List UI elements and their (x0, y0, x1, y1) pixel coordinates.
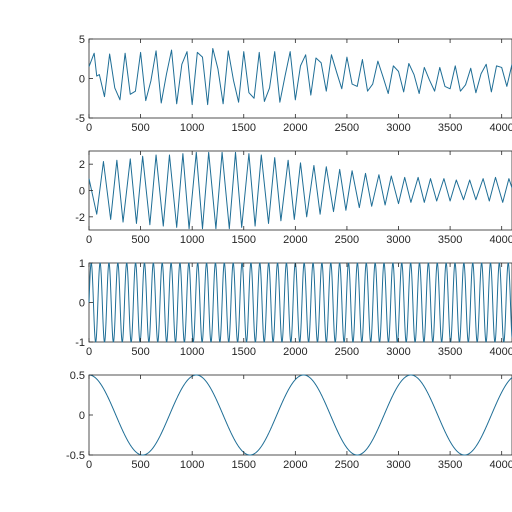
x-tick-label: 2000 (283, 122, 307, 134)
y-tick-label: 5 (79, 34, 85, 46)
x-tick-label: 500 (131, 459, 149, 471)
x-tick-label: 3500 (438, 234, 462, 246)
y-tick-label: 0 (79, 74, 85, 86)
x-tick-label: 500 (131, 122, 149, 134)
x-tick-label: 2000 (283, 234, 307, 246)
x-tick-label: 2000 (283, 459, 307, 471)
x-tick-label: 3000 (386, 122, 410, 134)
x-tick-label: 500 (131, 234, 149, 246)
x-tick-label: 1500 (232, 122, 256, 134)
x-tick-label: 2500 (335, 122, 359, 134)
x-tick-label: 4000 (489, 122, 512, 134)
y-tick-label: 0.5 (70, 370, 85, 382)
series-line (88, 151, 512, 230)
x-tick-label: 0 (86, 122, 92, 134)
x-tick-label: 3000 (386, 234, 410, 246)
y-tick-label: 1 (79, 258, 85, 270)
x-tick-label: 1500 (232, 346, 256, 358)
x-tick-label: 3000 (386, 346, 410, 358)
x-tick-label: 3500 (438, 122, 462, 134)
x-tick-label: 0 (86, 234, 92, 246)
x-tick-label: 0 (86, 346, 92, 358)
y-tick-label: 0 (79, 410, 85, 422)
axes-frame (88, 374, 512, 456)
y-tick-label: -1 (75, 337, 85, 349)
x-tick-label: 1000 (180, 459, 204, 471)
y-tick-label: 0 (79, 298, 85, 310)
x-tick-label: 4000 (489, 459, 512, 471)
x-tick-label: 3500 (438, 459, 462, 471)
x-tick-label: 3500 (438, 346, 462, 358)
x-tick-label: 1500 (232, 234, 256, 246)
y-tick-label: 0 (79, 186, 85, 198)
series-line (88, 47, 512, 106)
x-tick-label: 2500 (335, 234, 359, 246)
x-tick-label: 3000 (386, 459, 410, 471)
x-tick-label: 0 (86, 459, 92, 471)
y-tick-label: 2 (79, 159, 85, 171)
y-tick-label: -5 (75, 113, 85, 125)
x-tick-label: 2500 (335, 346, 359, 358)
x-tick-label: 4000 (489, 346, 512, 358)
x-tick-label: 1000 (180, 346, 204, 358)
x-tick-label: 2500 (335, 459, 359, 471)
x-tick-label: 2000 (283, 346, 307, 358)
series-line (88, 262, 512, 343)
y-tick-label: -2 (75, 212, 85, 224)
y-tick-label: -0.5 (66, 450, 85, 462)
x-tick-label: 1000 (180, 122, 204, 134)
axes-frame (88, 38, 512, 119)
x-tick-label: 1000 (180, 234, 204, 246)
x-tick-label: 4000 (489, 234, 512, 246)
series-line (88, 374, 512, 456)
x-tick-label: 1500 (232, 459, 256, 471)
x-tick-label: 500 (131, 346, 149, 358)
